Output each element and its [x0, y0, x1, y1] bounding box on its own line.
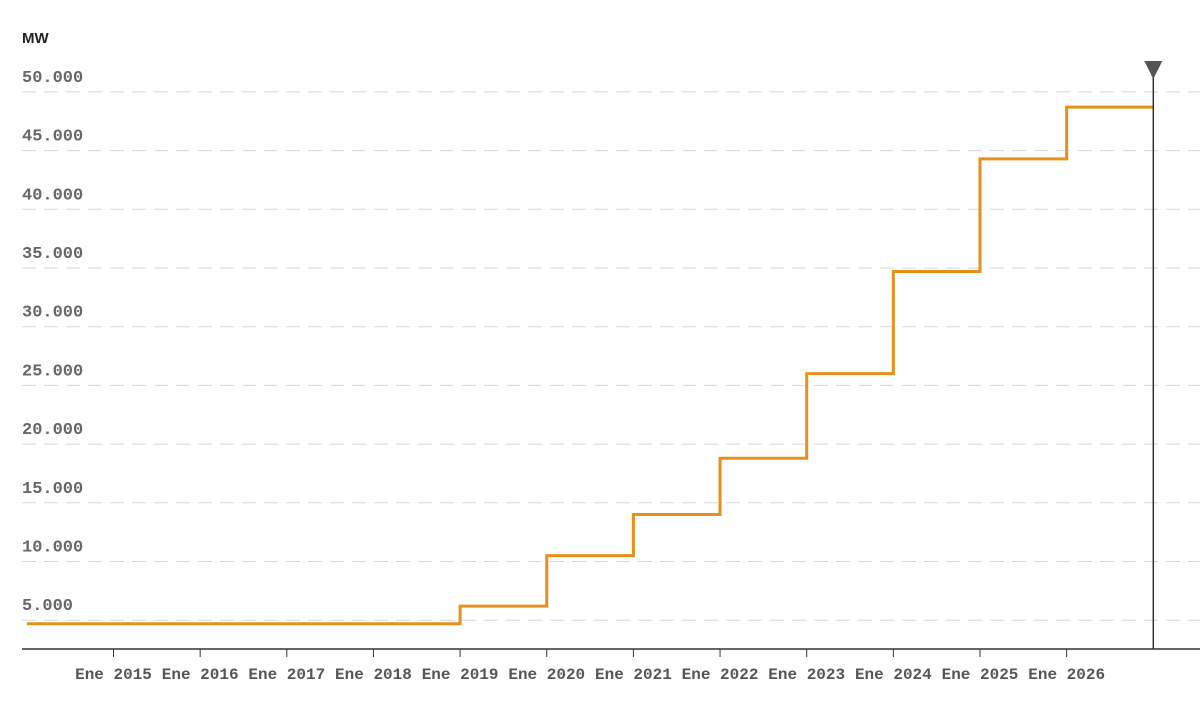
marker-triangle-icon [1144, 61, 1163, 79]
y-axis-ticks: 5.000 10.000 15.000 20.000 25.000 30.000 35.00… [22, 69, 83, 616]
x-tick-label: Ene 2023 [768, 666, 845, 684]
x-tick-label: Ene 2024 [855, 666, 932, 684]
x-tick-label: Ene 2021 [595, 666, 672, 684]
x-tick-label: Ene 2022 [682, 666, 759, 684]
x-tick-label: Ene 2016 [162, 666, 239, 684]
y-tick-label: 50.000 [22, 69, 83, 88]
series-line [26, 105, 1154, 626]
x-tick-label: Ene 2015 [75, 666, 152, 684]
y-tick-label: 5.000 [22, 597, 73, 616]
y-tick-label: 10.000 [22, 539, 83, 558]
x-tick-label: Ene 2018 [335, 666, 412, 684]
x-axis: Ene 2015 Ene 2016 Ene 2017 Ene 2018 Ene 2019… [22, 648, 1200, 684]
x-tick-label: Ene 2017 [248, 666, 325, 684]
y-tick-label: 20.000 [22, 421, 83, 440]
x-tick-label: Ene 2019 [422, 666, 499, 684]
x-tick-label: Ene 2025 [942, 666, 1019, 684]
grid-lines [22, 91, 1200, 621]
now-marker [1144, 61, 1163, 649]
y-tick-label: 30.000 [22, 304, 83, 323]
y-tick-label: 40.000 [22, 186, 83, 205]
x-tick-label: Ene 2020 [508, 666, 585, 684]
y-tick-label: 35.000 [22, 245, 83, 264]
y-unit-label: MW [22, 30, 49, 47]
y-tick-label: 25.000 [22, 362, 83, 381]
y-tick-label: 15.000 [22, 480, 83, 499]
y-tick-label: 45.000 [22, 128, 83, 147]
x-tick-label: Ene 2026 [1028, 666, 1105, 684]
series-layer [26, 105, 1154, 626]
